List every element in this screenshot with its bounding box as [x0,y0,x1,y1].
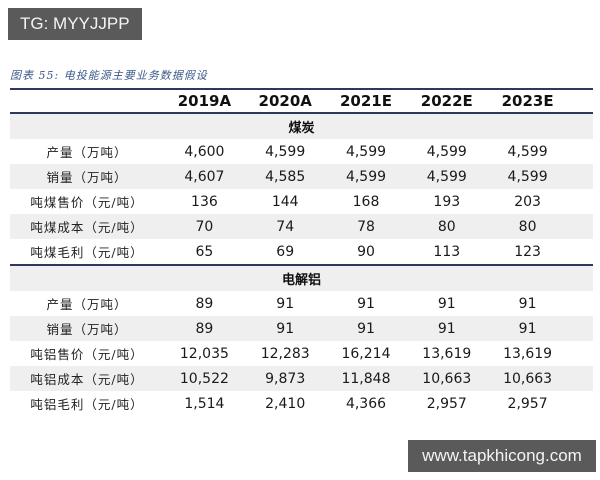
header-2022e: 2022E [420,92,473,110]
cell-value: 89 [195,295,214,312]
row-label: 吨煤成本（元/吨） [30,220,144,235]
cell-value: 12,035 [179,345,229,362]
header-2020a: 2020A [258,92,312,110]
table-row: 销量（万吨） 4,607 4,585 4,599 4,599 4,599 [10,164,593,189]
cell-value: 136 [191,193,218,210]
cell-value: 4,366 [345,395,387,412]
cell-value: 16,214 [341,345,391,362]
cell-value: 70 [195,218,214,235]
cell-value: 4,599 [426,143,467,160]
header-2023e: 2023E [501,92,554,110]
cell-value: 4,599 [265,143,306,160]
row-label: 产量（万吨） [46,145,128,160]
table-caption: 图表 55: 电投能源主要业务数据假设 [10,69,208,82]
cell-value: 113 [433,243,461,260]
cell-value: 203 [514,193,541,210]
cell-value: 80 [437,218,456,235]
section-rule [10,264,593,266]
section-header-coal: 煤炭 [10,114,593,139]
table-row: 吨煤售价（元/吨） 136 144 168 193 203 [10,189,593,214]
cell-value: 91 [437,320,456,337]
row-label: 销量（万吨） [46,322,128,337]
cell-value: 12,283 [260,345,310,362]
cell-value: 90 [357,243,375,260]
cell-value: 91 [357,295,375,312]
row-label: 销量（万吨） [46,170,128,185]
data-table: 2019A 2020A 2021E 2022E 2023E 煤炭 产量（万吨） … [10,88,593,416]
table-row: 销量（万吨） 89 91 91 91 91 [10,316,593,341]
cell-value: 168 [352,193,380,210]
cell-value: 10,663 [422,370,472,387]
cell-value: 78 [357,218,375,235]
cell-value: 91 [276,320,295,337]
header-2021e: 2021E [339,92,392,110]
cell-value: 91 [276,295,295,312]
table-row: 吨煤毛利（元/吨） 65 69 90 113 123 [10,239,593,264]
cell-value: 9,873 [265,370,306,387]
row-label: 产量（万吨） [46,297,128,312]
cell-value: 4,607 [184,168,225,185]
cell-value: 11,848 [341,370,391,387]
cell-value: 1,514 [184,395,225,412]
cell-value: 74 [276,218,295,235]
row-label: 吨铝成本（元/吨） [30,372,144,387]
watermark-top-left: TG: MYYJJPP [8,8,142,40]
table-row: 产量（万吨） 4,600 4,599 4,599 4,599 4,599 [10,139,593,164]
row-label: 吨煤售价（元/吨） [30,195,144,210]
section-title: 电解铝 [281,273,321,288]
cell-value: 10,522 [179,370,229,387]
cell-value: 2,410 [265,395,306,412]
cell-value: 4,600 [184,143,225,160]
cell-value: 4,599 [345,168,387,185]
top-rule [10,88,593,90]
table-row: 产量（万吨） 89 91 91 91 91 [10,291,593,316]
cell-value: 80 [518,218,537,235]
row-label: 吨铝毛利（元/吨） [30,397,144,412]
cell-value: 10,663 [503,370,553,387]
cell-value: 123 [514,243,541,260]
header-rule [10,112,593,114]
cell-value: 91 [518,295,537,312]
section-title: 煤炭 [288,121,315,136]
cell-value: 2,957 [507,395,548,412]
cell-value: 91 [437,295,456,312]
cell-value: 13,619 [503,345,553,362]
cell-value: 89 [195,320,214,337]
cell-value: 4,599 [345,143,387,160]
table-row: 吨铝毛利（元/吨） 1,514 2,410 4,366 2,957 2,957 [10,391,593,416]
cell-value: 91 [357,320,375,337]
table-row: 吨铝售价（元/吨） 12,035 12,283 16,214 13,619 13… [10,341,593,366]
cell-value: 193 [433,193,461,210]
cell-value: 144 [271,193,299,210]
cell-value: 65 [195,243,214,260]
watermark-bottom-right: www.tapkhicong.com [408,440,596,472]
cell-value: 4,585 [265,168,306,185]
table-row: 吨煤成本（元/吨） 70 74 78 80 80 [10,214,593,239]
table-row: 吨铝成本（元/吨） 10,522 9,873 11,848 10,663 10,… [10,366,593,391]
header-row: 2019A 2020A 2021E 2022E 2023E [10,90,593,112]
cell-value: 2,957 [426,395,467,412]
row-label: 吨煤毛利（元/吨） [30,245,144,260]
cell-value: 4,599 [507,168,548,185]
cell-value: 91 [518,320,537,337]
cell-value: 13,619 [422,345,472,362]
section-header-aluminum: 电解铝 [10,266,593,291]
cell-value: 69 [276,243,295,260]
cell-value: 4,599 [507,143,548,160]
header-2019a: 2019A [177,92,232,110]
row-label: 吨铝售价（元/吨） [30,347,144,362]
cell-value: 4,599 [426,168,467,185]
